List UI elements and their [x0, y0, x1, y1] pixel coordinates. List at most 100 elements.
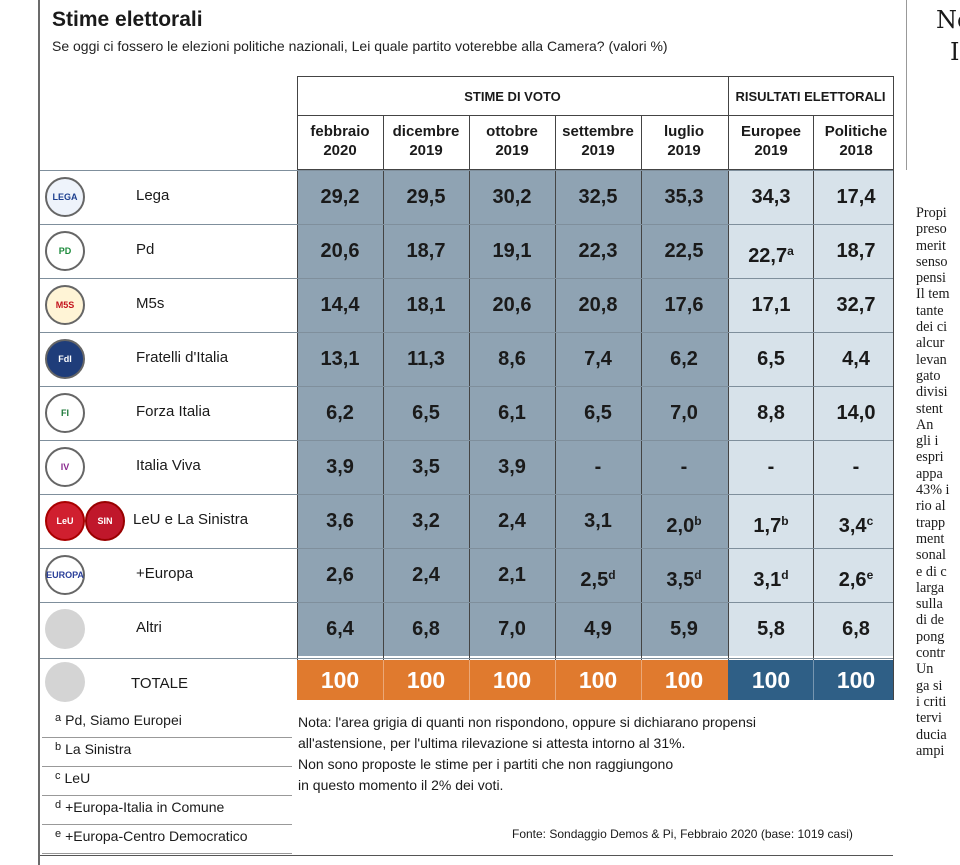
value: 6,5 [584, 402, 612, 424]
footnote-marker: d [608, 568, 616, 582]
value-cell: 3,4c [813, 494, 899, 553]
column-header-line-2: 2018 [839, 142, 873, 159]
value-cell: - [641, 440, 727, 494]
methodology-note: Nota: l'area grigia di quanti non rispon… [298, 712, 878, 796]
value-cell: 29,2 [297, 170, 383, 224]
fi-logo-icon: FI [45, 393, 85, 433]
article-line: espri [916, 449, 944, 466]
note-line: all'astensione, per l'ultima rilevazione… [298, 735, 686, 751]
value: 3,2 [412, 510, 440, 532]
row-divider [40, 170, 893, 171]
fdi-logo-text: FdI [58, 354, 72, 364]
footnote-text: +Europa-Italia in Comune [65, 799, 225, 815]
footnote-key: e [55, 828, 62, 840]
value: 2,0 [666, 515, 695, 537]
column-header: settembre 2019 [555, 122, 641, 160]
value: 20,8 [578, 294, 618, 316]
value: 6,1 [498, 402, 526, 424]
value: 18,1 [406, 294, 446, 316]
party-name: M5s [136, 295, 165, 312]
article-heading-line-1: Ne [936, 6, 960, 34]
value: 6,5 [757, 348, 785, 370]
value-cell: 20,6 [469, 278, 555, 332]
blank-circle-icon [45, 609, 85, 649]
footnote-marker: a [787, 244, 794, 258]
sinistra-logo-icon: SIN [85, 501, 125, 541]
article-line: pong [916, 628, 945, 645]
value-cell: 8,6 [469, 332, 555, 386]
value-cell: 17,6 [641, 278, 727, 332]
article-line: trapp [916, 514, 946, 531]
party-name: Italia Viva [136, 457, 201, 474]
value-cell: 19,1 [469, 224, 555, 278]
value: 22,3 [578, 240, 618, 262]
column-divider [813, 115, 814, 700]
footnote-marker: b [694, 514, 702, 528]
party-name: Fratelli d'Italia [136, 349, 229, 366]
value: 6,8 [842, 618, 870, 640]
article-line: e di c [916, 563, 947, 580]
article-line: 43% i [916, 482, 950, 499]
value: 6,4 [326, 618, 354, 640]
row-divider [40, 602, 893, 603]
value-cell: 6,8 [383, 602, 469, 656]
article-line: ga si [916, 677, 943, 694]
value-cell: 2,6e [813, 548, 899, 607]
total-divider [813, 660, 814, 700]
column-divider [893, 76, 894, 700]
footnote-rule [42, 853, 292, 854]
footnote-text: Pd, Siamo Europei [65, 712, 182, 728]
value: 35,3 [664, 186, 704, 208]
column-header-line-1: febbraio [310, 123, 370, 140]
header-top-rule [297, 76, 893, 77]
value-cell: 18,7 [813, 224, 899, 278]
value: 6,2 [326, 402, 354, 424]
value-cell: 4,9 [555, 602, 641, 656]
total-label: TOTALE [131, 675, 188, 692]
value: 7,0 [498, 618, 526, 640]
article-line: appa [916, 465, 943, 482]
value: 22,5 [664, 240, 704, 262]
value: 17,1 [751, 294, 791, 316]
article-line: alcur [916, 335, 945, 352]
m5s-logo-text: M5S [55, 300, 75, 310]
article-heading-line-2: I [950, 38, 960, 66]
column-divider [728, 76, 729, 700]
value: 6,5 [412, 402, 440, 424]
m5s-logo-icon: M5S [45, 285, 85, 325]
value: 3,6 [326, 510, 354, 532]
footnote-text: La Sinistra [65, 741, 132, 757]
value-cell: 14,0 [813, 386, 899, 440]
value: 29,5 [406, 186, 446, 208]
value-cell: 2,0b [641, 494, 727, 553]
value-cell: 34,3 [728, 170, 814, 224]
group-header-rule [297, 115, 893, 116]
value: 2,6 [838, 569, 867, 591]
value: 3,9 [326, 456, 354, 478]
europa-logo-text: EUROPA [46, 570, 84, 580]
value: 6,2 [670, 348, 698, 370]
article-line: sonal [916, 547, 946, 564]
value: 2,4 [498, 510, 526, 532]
value: - [680, 456, 688, 478]
row-divider [40, 658, 893, 659]
article-line: Il tem [916, 286, 950, 303]
value-cell: 7,0 [469, 602, 555, 656]
value-cell: 2,4 [469, 494, 555, 548]
party-name: LeU e La Sinistra [133, 511, 249, 528]
footnote-marker: b [781, 514, 789, 528]
value-cell: 18,1 [383, 278, 469, 332]
value-cell: 30,2 [469, 170, 555, 224]
footnote-key: a [55, 712, 62, 724]
column-header-rule [297, 169, 893, 170]
value-cell: 6,4 [297, 602, 383, 656]
value-cell: 22,5 [641, 224, 727, 278]
party-name: Forza Italia [136, 403, 211, 420]
total-estimates-bar [297, 660, 728, 700]
value-cell: 20,8 [555, 278, 641, 332]
value-cell: 29,5 [383, 170, 469, 224]
value-cell: 22,3 [555, 224, 641, 278]
article-line: di de [916, 612, 944, 629]
value: 1,7 [753, 515, 782, 537]
